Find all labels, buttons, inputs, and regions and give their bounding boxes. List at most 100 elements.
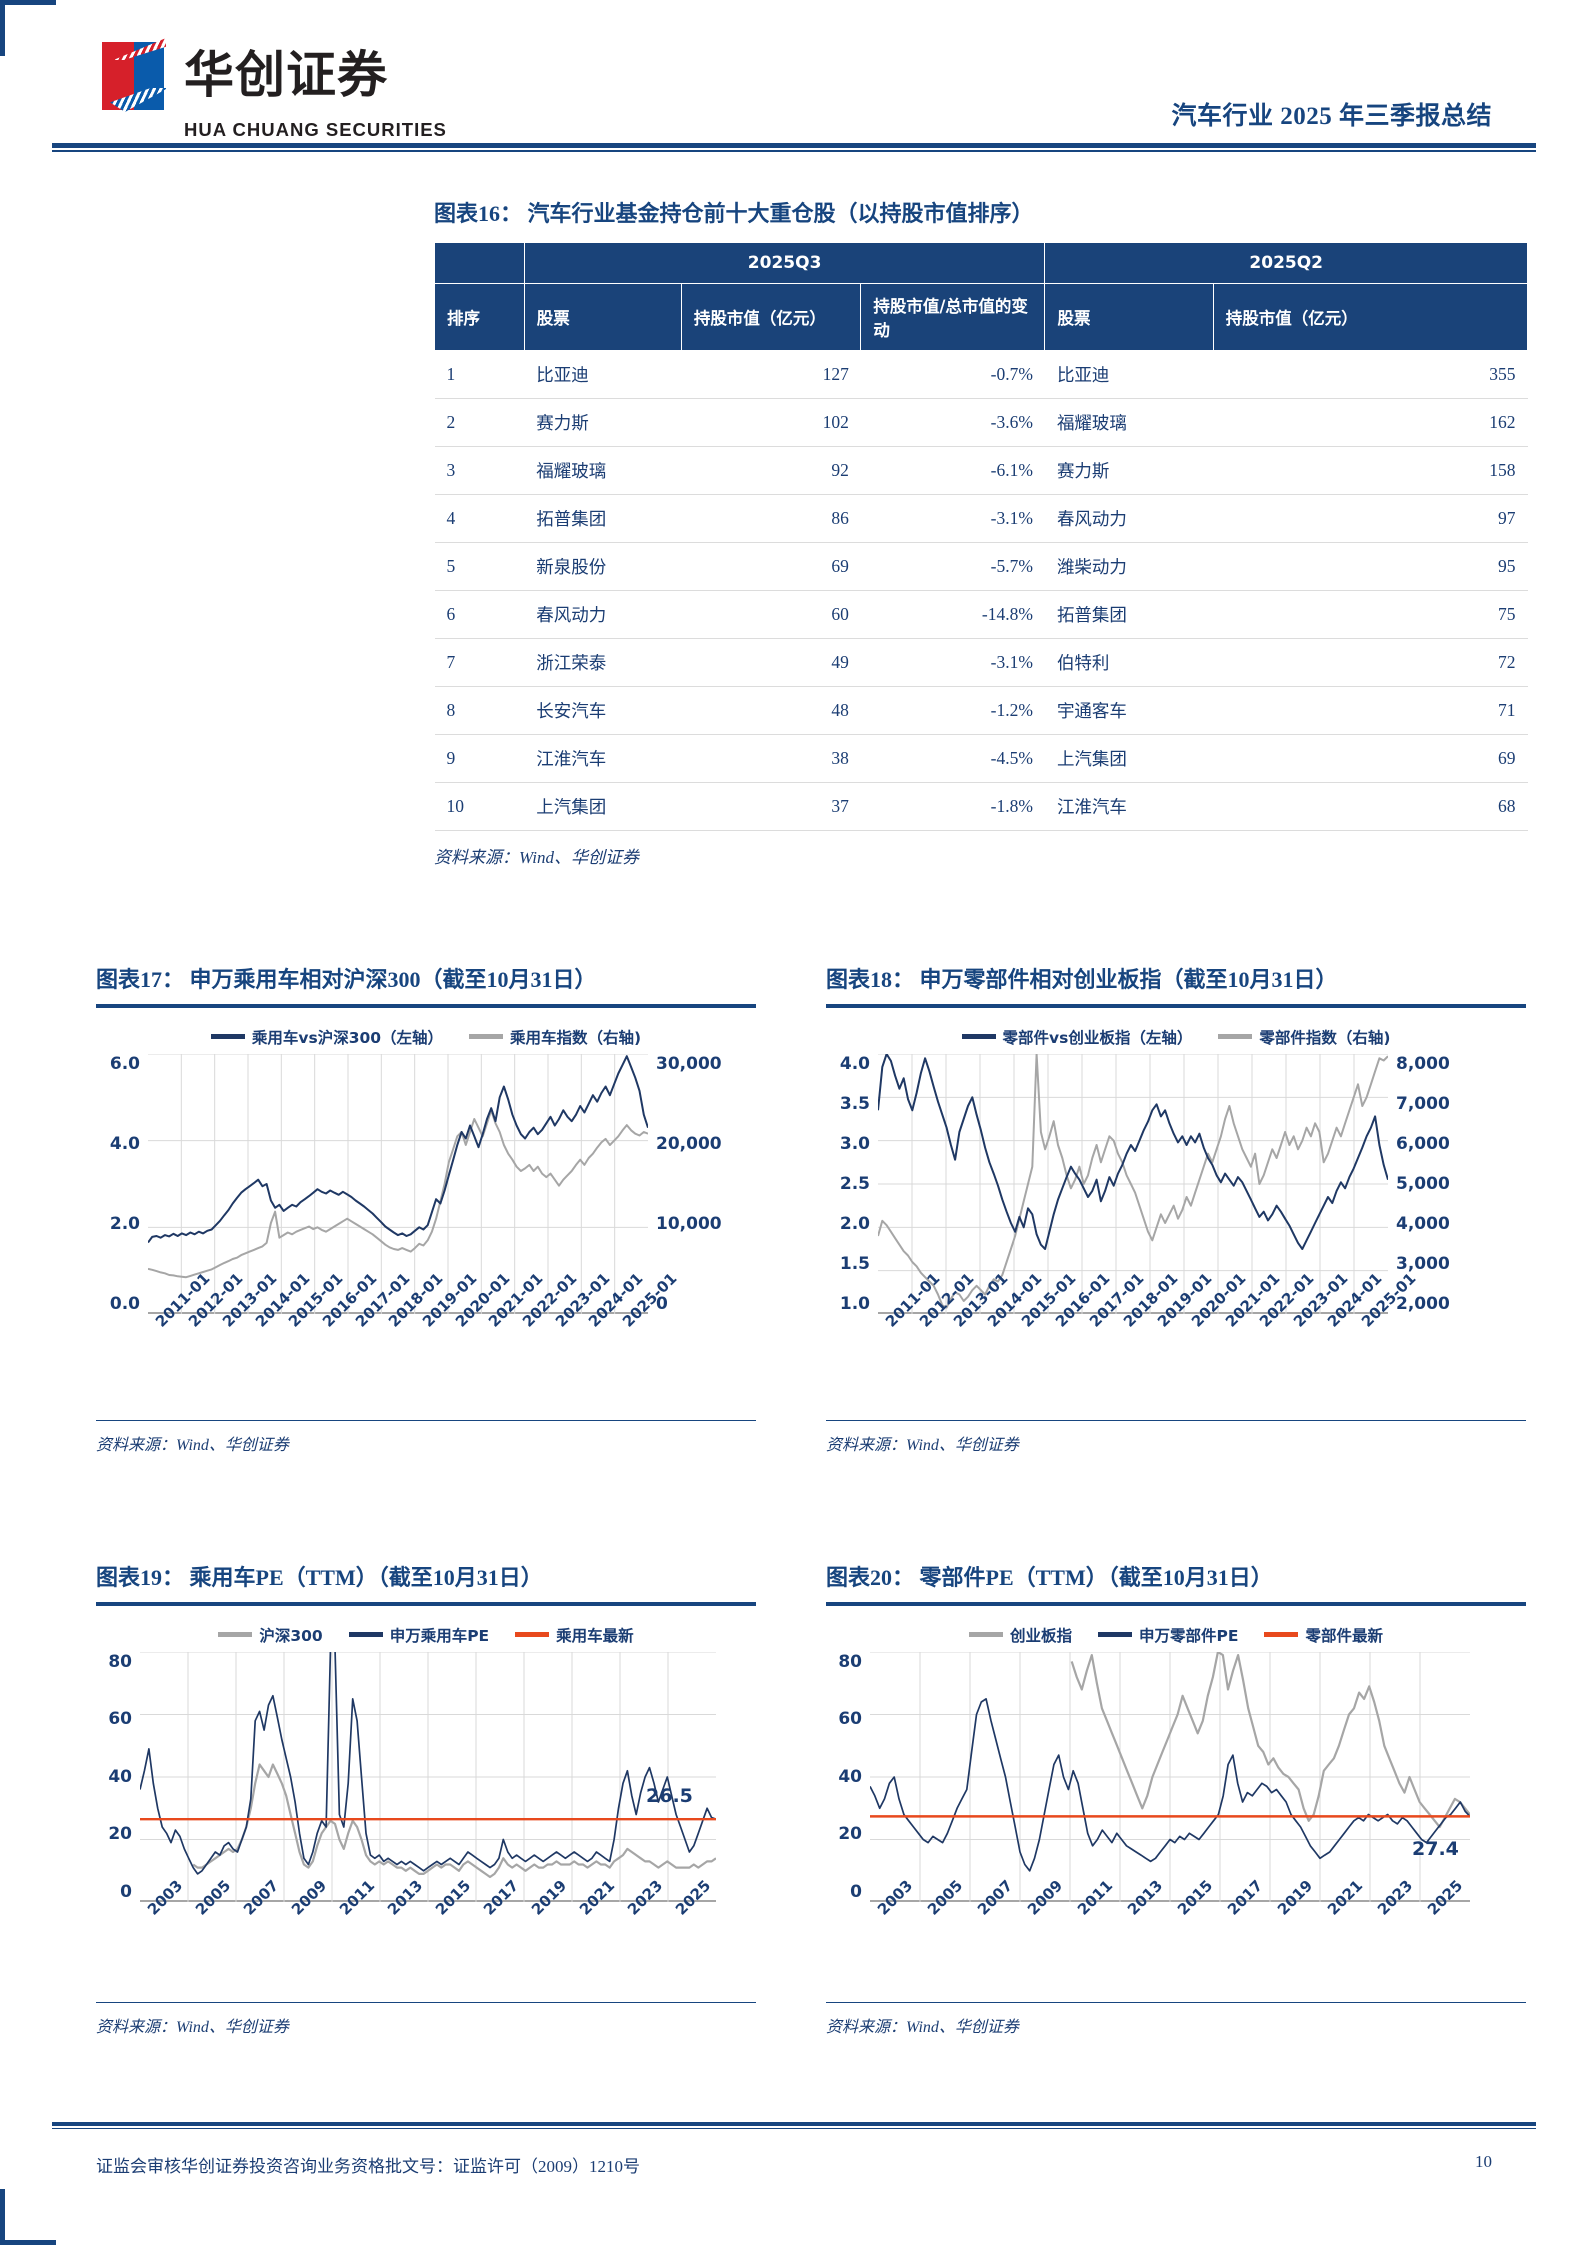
figure-19-plot: 26.5 [140,1651,716,1902]
table-row: 3 福耀玻璃 92 -6.1% 赛力斯 158 [434,446,1528,495]
change-cell: -1.8% [860,782,1045,831]
figure-19-rule [96,1602,756,1606]
value-q3-cell: 127 [681,350,861,399]
axis-tick-label: 10,000 [656,1213,722,1234]
footer-page-number: 10 [1475,2152,1492,2171]
axis-tick-label: 2,000 [1396,1293,1450,1314]
figure-20-left-axis: 80 60 40 20 0 [826,1652,870,1902]
legend-label-orange: 乘用车最新 [556,1626,634,1645]
axis-tick-label: 20,000 [656,1133,722,1154]
axis-tick-label: 4,000 [1396,1213,1450,1234]
brand-name-en: HUA CHUANG SECURITIES [184,119,447,140]
axis-tick-label: 0 [850,1881,862,1902]
footer-license-text: 证监会审核华创证券投资咨询业务资格批文号：证监许可（2009）1210号 [96,2157,640,2176]
change-cell: -1.2% [860,686,1045,735]
axis-tick-label: 1.0 [839,1293,870,1314]
legend-item-gray: 乘用车指数（右轴) [469,1026,641,1048]
rank-cell: 8 [434,686,525,735]
figure-17-title: 图表17： 申万乘用车相对沪深300（截至10月31日） [96,967,597,992]
figure-17-source: 资料来源：Wind、华创证券 [96,1437,289,1454]
group-header-q2: 2025Q2 [1044,242,1528,284]
col-header-change: 持股市值/总市值的变动 [860,283,1046,351]
figure-19-latest-label: 26.5 [646,1784,693,1807]
legend-item-orange: 乘用车最新 [515,1624,634,1646]
figure-18-source: 资料来源：Wind、华创证券 [826,1437,1019,1454]
stock-q2-cell: 宇通客车 [1044,686,1214,735]
rank-cell: 1 [434,350,525,399]
legend-swatch-gray-icon [218,1632,253,1637]
axis-tick-label: 3,000 [1396,1253,1450,1274]
figure-18-rule [826,1004,1526,1008]
figure-18-left-axis: 4.0 3.5 3.0 2.5 2.0 1.5 1.0 [826,1054,878,1314]
legend-label-navy: 申万乘用车PE [389,1626,490,1645]
legend-swatch-orange-icon [515,1632,550,1637]
legend-swatch-gray-icon [1218,1034,1253,1039]
axis-tick-label: 2.0 [839,1213,870,1234]
axis-tick-label: 20 [108,1824,132,1844]
change-cell: -3.1% [860,638,1045,687]
value-q2-cell: 71 [1213,686,1528,735]
figure-16-title: 图表16： 汽车行业基金持仓前十大重仓股（以持股市值排序） [434,201,1034,226]
rank-cell: 5 [434,542,525,591]
series-line [878,1053,1388,1250]
legend-item-gray: 零部件指数（右轴) [1218,1026,1390,1048]
rank-cell: 6 [434,590,525,639]
legend-label-navy: 零部件vs创业板指（左轴） [1002,1028,1193,1047]
value-q3-cell: 60 [681,590,861,639]
figure-19-left-axis: 80 60 40 20 0 [96,1652,140,1902]
value-q3-cell: 49 [681,638,861,687]
axis-tick-label: 60 [108,1709,132,1729]
series-line [148,1108,648,1278]
figure-20-legend: 创业板指 申万零部件PE 零部件最新 [826,1624,1526,1646]
legend-item-gray: 创业板指 [969,1624,1072,1646]
series-line [140,1651,716,1875]
axis-tick-label: 0 [656,1293,668,1314]
change-cell: -3.1% [860,494,1045,543]
table-row: 7 浙江荣泰 49 -3.1% 伯特利 72 [434,638,1528,687]
change-cell: -4.5% [860,734,1045,783]
axis-tick-label: 8,000 [1396,1053,1450,1074]
legend-swatch-navy-icon [1098,1632,1133,1637]
change-cell: -6.1% [860,446,1045,495]
value-q2-cell: 95 [1213,542,1528,591]
table-row: 10 上汽集团 37 -1.8% 江淮汽车 68 [434,782,1528,831]
group-header-q3: 2025Q3 [523,242,1046,284]
axis-tick-label: 40 [838,1766,862,1787]
figure-18-right-axis: 8,000 7,000 6,000 5,000 4,000 3,000 2,000 [1388,1054,1478,1314]
legend-item-gray: 沪深300 [218,1624,323,1646]
footer-divider-thin [52,2128,1536,2130]
stock-q3-cell: 新泉股份 [524,542,682,591]
axis-tick-label: 30,000 [656,1053,722,1074]
series-line [1070,1651,1470,1828]
stock-q3-cell: 拓普集团 [524,494,682,543]
axis-tick-label: 2.0 [109,1213,140,1234]
value-q2-cell: 72 [1213,638,1528,687]
figure-17-right-axis: 30,000 20,000 10,000 0 [648,1054,744,1314]
brand-logo: 华创证券 HUA CHUANG SECURITIES [96,38,447,141]
legend-item-navy: 申万零部件PE [1098,1624,1238,1646]
stock-q2-cell: 上汽集团 [1044,734,1214,783]
axis-tick-label: 3.0 [839,1133,870,1154]
rank-cell: 2 [434,398,525,447]
value-q3-cell: 48 [681,686,861,735]
table-row: 5 新泉股份 69 -5.7% 潍柴动力 95 [434,542,1528,591]
figure-16-source: 资料来源：Wind、华创证券 [434,848,639,867]
page-corner-top-left [0,0,56,56]
stock-q2-cell: 赛力斯 [1044,446,1214,495]
stock-q3-cell: 春风动力 [524,590,682,639]
figure-20-source-rule [826,2001,1526,2003]
axis-tick-label: 6.0 [109,1053,140,1074]
rank-cell: 9 [434,734,525,783]
figure-16-block: 图表16： 汽车行业基金持仓前十大重仓股（以持股市值排序） 2025Q3 202… [434,196,1529,868]
page-corner-bottom-left [0,2189,56,2245]
rank-cell: 3 [434,446,525,495]
change-cell: -5.7% [860,542,1045,591]
stock-q3-cell: 江淮汽车 [524,734,682,783]
footer-divider [52,2122,1536,2126]
value-q2-cell: 355 [1213,350,1528,399]
axis-tick-label: 60 [838,1709,862,1729]
axis-tick-label: 4.0 [839,1053,870,1074]
legend-swatch-navy-icon [348,1632,383,1637]
figure-19-x-axis: 2003 2005 2007 2009 2011 2013 2015 2017 2019 2021… [140,1876,716,1994]
